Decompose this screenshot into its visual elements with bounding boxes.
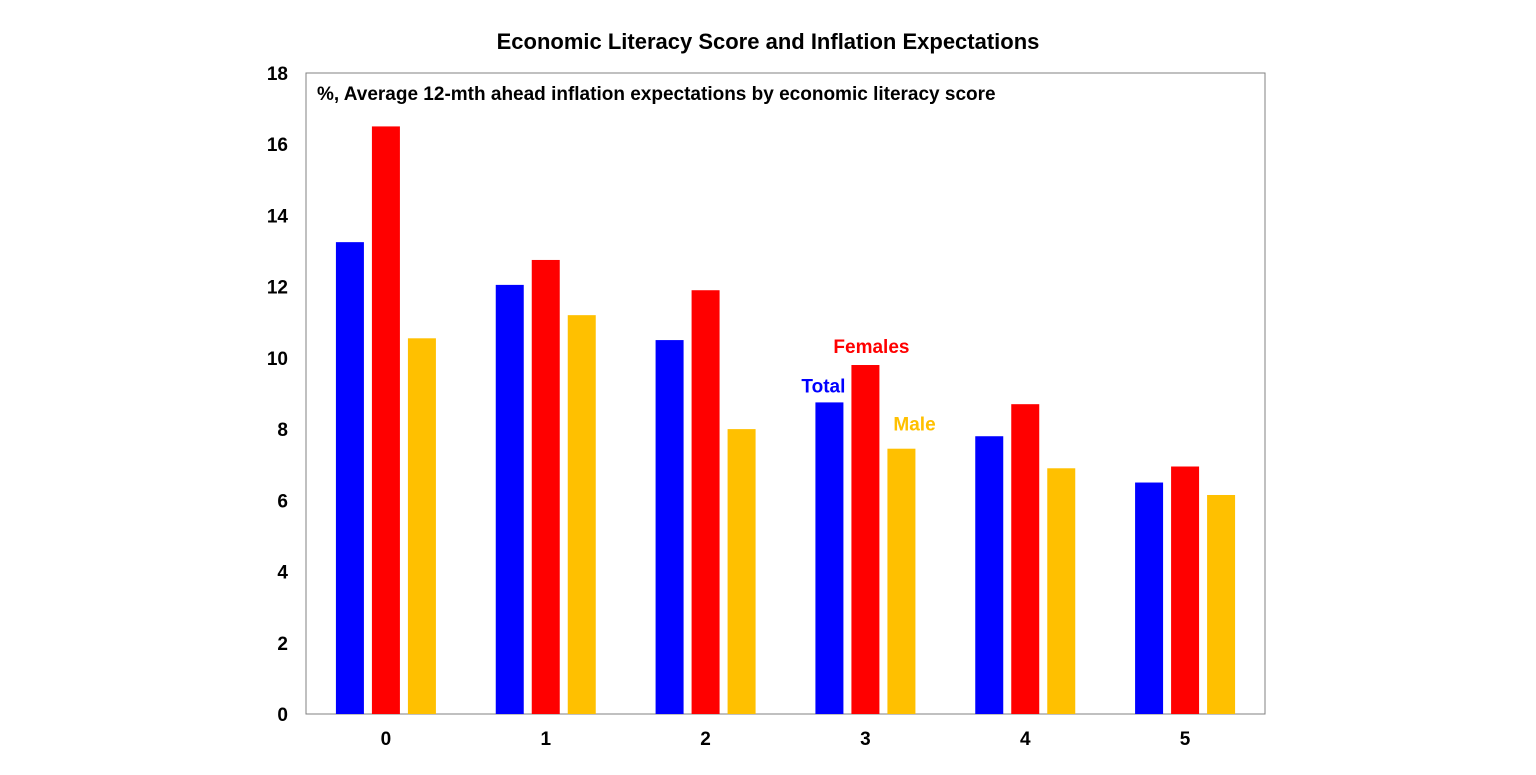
bar-male-4 [1047, 468, 1076, 714]
y-tick-label: 10 [267, 349, 288, 370]
y-tick-label: 14 [267, 206, 289, 227]
bar-females-3 [851, 365, 880, 714]
y-tick-label: 18 [267, 64, 288, 85]
x-axis-ticks: 0 1 2 3 4 5 [381, 729, 1191, 750]
x-tick-label: 0 [381, 729, 392, 750]
x-tick-label: 5 [1180, 729, 1191, 750]
y-tick-label: 0 [277, 705, 288, 726]
bar-male-2 [727, 429, 756, 714]
bars [335, 126, 1236, 714]
plot-area-frame [305, 72, 1266, 715]
y-tick-label: 2 [277, 634, 288, 655]
series-label-male: Male [893, 415, 935, 436]
bar-females-2 [691, 290, 720, 714]
bar-male-0 [407, 338, 436, 714]
bar-total-5 [1135, 482, 1164, 714]
y-tick-label: 12 [267, 278, 288, 299]
bar-total-3 [815, 402, 844, 714]
x-tick-label: 3 [860, 729, 871, 750]
x-tick-label: 4 [1020, 729, 1031, 750]
x-tick-label: 1 [540, 729, 551, 750]
bar-females-4 [1011, 404, 1040, 714]
series-label-females: Females [833, 337, 909, 358]
chart-title: Economic Literacy Score and Inflation Ex… [496, 29, 1040, 54]
series-label-total: Total [801, 376, 845, 397]
bar-females-1 [531, 259, 560, 714]
series-labels: Total Females Male [801, 337, 935, 436]
y-tick-label: 6 [277, 491, 288, 512]
bar-male-1 [567, 315, 596, 714]
chart-subtitle: %, Average 12-mth ahead inflation expect… [317, 84, 996, 105]
bar-females-0 [371, 126, 400, 714]
y-tick-label: 16 [267, 135, 288, 156]
bar-male-5 [1207, 494, 1236, 714]
y-tick-label: 8 [277, 420, 288, 441]
bar-females-5 [1171, 466, 1200, 714]
bar-total-0 [335, 242, 364, 714]
bar-total-1 [495, 284, 524, 714]
bar-total-2 [655, 340, 684, 714]
y-tick-label: 4 [277, 563, 288, 584]
bar-male-3 [887, 448, 916, 714]
bar-total-4 [975, 436, 1004, 714]
x-tick-label: 2 [700, 729, 711, 750]
y-axis-ticks: 0 2 4 6 8 10 12 14 16 18 [267, 64, 289, 726]
